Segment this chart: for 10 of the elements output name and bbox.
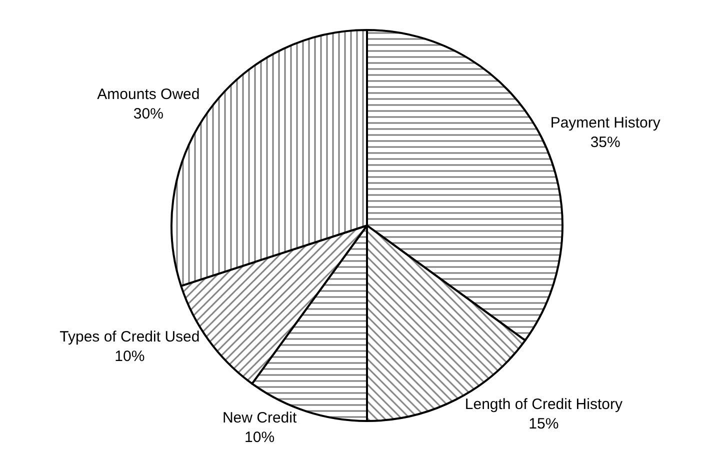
slice-label: Amounts Owed (97, 86, 200, 104)
slice-label: Payment History (550, 114, 661, 132)
data-label: 15% (528, 415, 559, 432)
slice-label: Length of Credit History (464, 396, 623, 413)
data-label: 10% (244, 429, 275, 446)
data-label: 35% (590, 134, 620, 152)
data-label: 30% (133, 106, 164, 123)
slice-label: Types of Credit Used (60, 328, 200, 346)
data-label: 10% (114, 348, 145, 365)
slice-label: New Credit (222, 410, 298, 427)
